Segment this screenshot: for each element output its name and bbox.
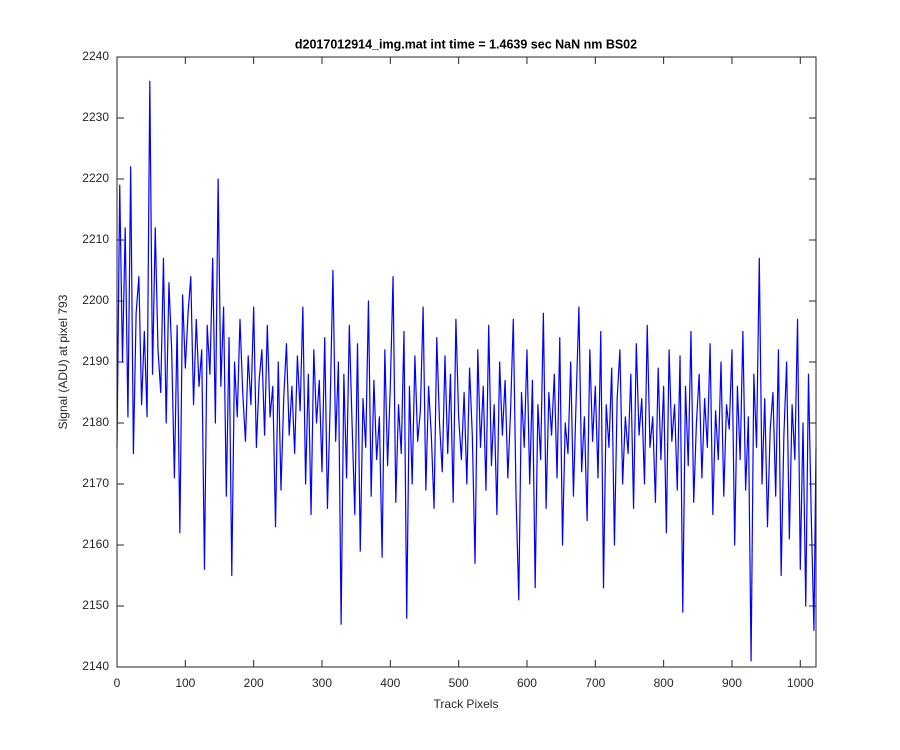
plot-area xyxy=(117,57,816,667)
x-tick-label: 100 xyxy=(175,676,195,690)
x-tick-label: 600 xyxy=(517,676,537,690)
x-tick-label: 300 xyxy=(312,676,332,690)
x-axis-label: Track Pixels xyxy=(434,697,499,711)
x-tick-label: 400 xyxy=(380,676,400,690)
x-tick-label: 900 xyxy=(722,676,742,690)
x-tick-label: 800 xyxy=(654,676,674,690)
y-axis-label: Signal (ADU) at pixel 793 xyxy=(56,294,70,429)
x-tick-label: 700 xyxy=(585,676,605,690)
y-tick-label: 2150 xyxy=(82,598,109,612)
y-tick-label: 2160 xyxy=(82,537,109,551)
y-tick-label: 2230 xyxy=(82,110,109,124)
y-tick-label: 2210 xyxy=(82,232,109,246)
x-tick-label: 200 xyxy=(244,676,264,690)
y-tick-label: 2190 xyxy=(82,354,109,368)
y-tick-label: 2140 xyxy=(82,659,109,673)
chart-title: d2017012914_img.mat int time = 1.4639 se… xyxy=(295,37,637,51)
y-tick-label: 2170 xyxy=(82,476,109,490)
x-tick-label: 0 xyxy=(114,676,121,690)
y-tick-label: 2200 xyxy=(82,293,109,307)
y-tick-label: 2180 xyxy=(82,415,109,429)
y-tick-label: 2240 xyxy=(82,49,109,63)
y-tick-label: 2220 xyxy=(82,171,109,185)
axes-box xyxy=(116,56,817,668)
x-tick-label: 500 xyxy=(449,676,469,690)
data-line xyxy=(116,80,817,662)
x-tick-label: 1000 xyxy=(787,676,814,690)
